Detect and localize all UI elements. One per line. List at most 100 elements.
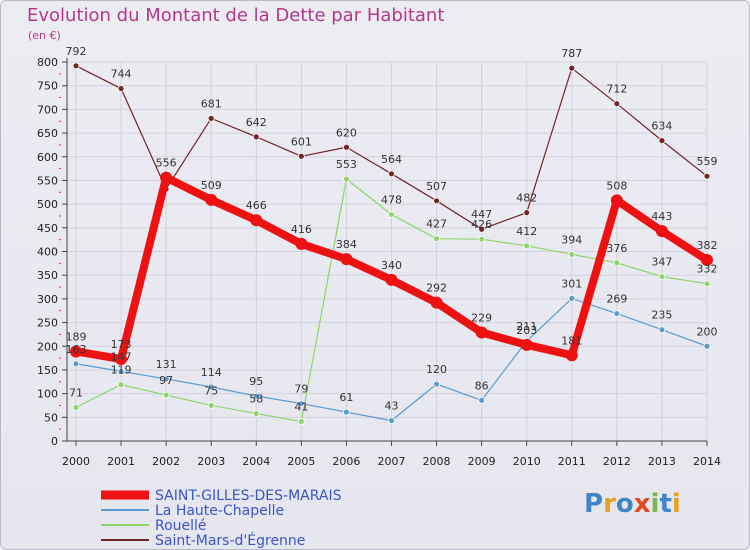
data-point — [343, 408, 350, 416]
data-label: 447 — [471, 208, 492, 221]
data-point — [478, 225, 486, 233]
data-label: 382 — [697, 239, 718, 252]
data-label: 41 — [294, 401, 308, 414]
y-tick-label: 500 — [37, 198, 58, 211]
legend-label: Saint-Mars-d'Égrenne — [155, 532, 305, 549]
logo-letter: r — [603, 489, 616, 519]
x-tick-label: 2009 — [468, 455, 496, 468]
data-label: 114 — [201, 366, 222, 379]
logo-letter: i — [650, 489, 660, 519]
y-tick-label: 300 — [37, 293, 58, 306]
data-label: 71 — [69, 386, 83, 399]
x-tick-label: 2013 — [648, 455, 676, 468]
data-label: 347 — [651, 256, 672, 269]
data-point — [162, 375, 170, 383]
data-label: 147 — [111, 350, 132, 363]
data-label: 712 — [606, 83, 627, 96]
data-point — [72, 62, 80, 70]
data-label: 340 — [381, 259, 402, 272]
logo-letter: x — [633, 489, 651, 519]
data-point — [207, 114, 215, 122]
data-label: 173 — [111, 338, 132, 351]
data-point — [160, 171, 173, 184]
data-point — [388, 211, 395, 218]
data-label: 478 — [381, 194, 402, 207]
y-tick-label: 800 — [37, 56, 58, 69]
data-label: 131 — [156, 358, 177, 371]
data-label: 75 — [204, 384, 218, 397]
data-point — [250, 214, 263, 227]
data-point — [523, 209, 531, 217]
legend-label: SAINT-GILLES-DES-MARAIS — [155, 488, 342, 504]
data-label: 394 — [561, 233, 582, 246]
y-tick-label: 350 — [37, 269, 58, 282]
data-label: 61 — [339, 391, 353, 404]
data-label: 427 — [426, 218, 447, 231]
y-tick-label: 50 — [44, 411, 58, 424]
data-point — [297, 418, 305, 425]
data-point — [658, 273, 666, 281]
data-label: 416 — [291, 223, 312, 236]
data-point — [205, 193, 218, 206]
data-label: 384 — [336, 238, 357, 251]
x-tick-label: 2002 — [152, 455, 180, 468]
data-point — [610, 194, 623, 207]
data-point — [340, 253, 353, 266]
x-tick-label: 2014 — [693, 455, 721, 468]
data-label: 559 — [697, 155, 718, 168]
data-label: 564 — [381, 153, 402, 166]
data-label: 119 — [111, 364, 132, 377]
y-tick-label: 450 — [37, 222, 58, 235]
data-label: 601 — [291, 135, 312, 148]
data-point — [478, 235, 486, 243]
data-label: 189 — [66, 330, 87, 343]
data-label: 235 — [651, 309, 672, 322]
data-point — [430, 296, 443, 309]
x-tick-label: 2012 — [603, 455, 631, 468]
series-lines — [70, 62, 713, 425]
data-point — [207, 402, 215, 409]
data-point — [385, 273, 398, 286]
data-label: 97 — [159, 374, 173, 387]
logo-letter: i — [671, 489, 681, 519]
data-point — [658, 326, 666, 334]
data-label: 553 — [336, 158, 357, 171]
data-point — [613, 310, 621, 317]
y-tick-label: 700 — [37, 103, 58, 116]
y-tick-label: 600 — [37, 151, 58, 164]
x-tick-label: 2006 — [332, 455, 360, 468]
data-point — [478, 396, 486, 404]
data-point — [433, 235, 440, 243]
data-point — [207, 383, 215, 391]
data-point — [388, 170, 395, 178]
x-tick-label: 2004 — [242, 455, 270, 468]
data-label: 163 — [66, 343, 87, 356]
legend-label: Rouellé — [155, 518, 207, 534]
data-point — [568, 250, 576, 258]
data-label: 120 — [426, 363, 447, 376]
chart-title: Evolution du Montant de la Dette par Hab… — [27, 5, 445, 26]
data-label: 426 — [471, 218, 492, 231]
data-point — [433, 380, 440, 388]
data-label: 211 — [516, 320, 537, 333]
x-tick-label: 2003 — [197, 455, 225, 468]
data-label: 556 — [156, 157, 177, 170]
data-label: 292 — [426, 282, 447, 295]
data-point — [162, 391, 170, 399]
data-point — [72, 403, 80, 411]
data-point — [523, 242, 531, 250]
data-point — [703, 280, 711, 288]
data-label: 466 — [246, 199, 267, 212]
x-tick-label: 2011 — [558, 455, 586, 468]
data-point — [295, 237, 308, 250]
data-point — [252, 410, 260, 417]
x-tick-label: 2007 — [378, 455, 406, 468]
data-point — [343, 175, 350, 183]
chart-unit: (en €) — [28, 29, 61, 42]
data-point — [568, 64, 576, 72]
data-point — [297, 152, 305, 160]
data-label: 58 — [249, 393, 263, 406]
x-tick-label: 2001 — [107, 455, 135, 468]
